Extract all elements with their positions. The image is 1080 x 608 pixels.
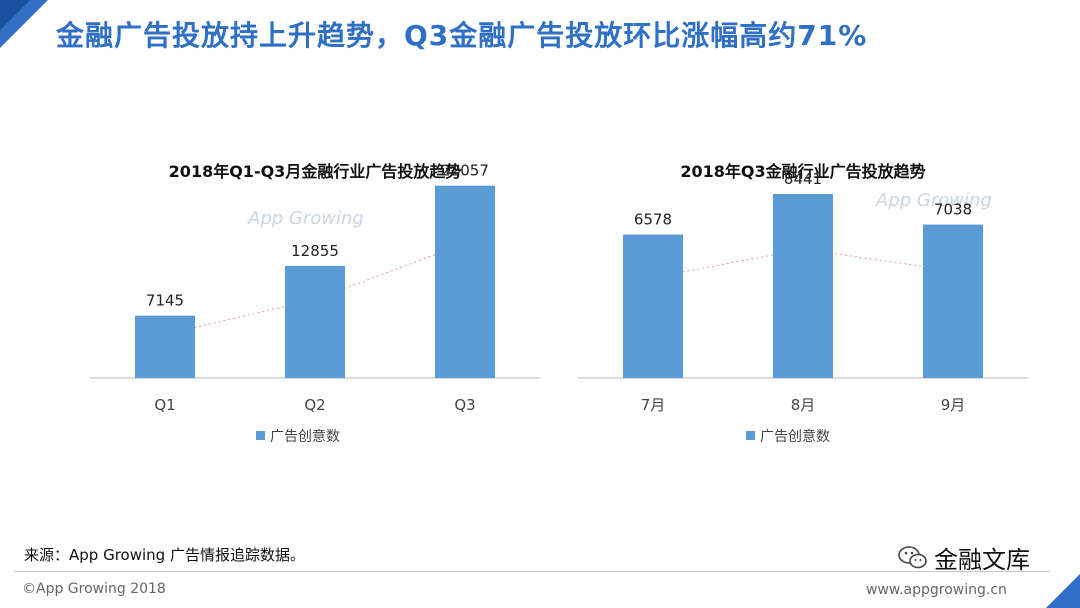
chart-2-trend-line — [652, 248, 954, 279]
wechat-account-name: 金融文库 — [934, 546, 1030, 574]
chart-2-legend-swatch — [746, 431, 755, 440]
chart-2-watermark: App Growing — [875, 190, 992, 211]
corner-decoration-top-left-inner — [0, 0, 30, 30]
chart-1-tick-label: Q2 — [304, 396, 325, 414]
footer-divider — [14, 571, 1050, 572]
page-title: 金融广告投放持上升趋势，Q3金融广告投放环比涨幅高约71% — [56, 19, 868, 52]
chart-1-value-label: 12855 — [291, 242, 339, 260]
chart-2-tick-label: 7月 — [641, 396, 666, 414]
chart-2-title: 2018年Q3金融行业广告投放趋势 — [680, 162, 925, 181]
charts-canvas: App Growing 2018年Q1-Q3月金融行业广告投放趋势 7145 Q1 12… — [90, 162, 1028, 445]
wechat-badge: 金融文库 — [898, 540, 1030, 575]
corner-decoration-bottom-right — [1046, 574, 1080, 608]
chart-2-tick-label: 9月 — [941, 396, 966, 414]
chart-2-bar-7月 — [623, 234, 683, 378]
chart-1-value-label: 22057 — [441, 162, 489, 180]
chart-1-tick-label: Q1 — [154, 396, 175, 414]
chart-2-value-label: 7038 — [934, 201, 972, 219]
chart-2-value-label: 6578 — [634, 211, 672, 229]
chart-1-title: 2018年Q1-Q3月金融行业广告投放趋势 — [169, 162, 462, 181]
chart-1-bar-Q1 — [135, 315, 195, 378]
chart-1-tick-label: Q3 — [454, 396, 475, 414]
source-note: 来源：App Growing 广告情报追踪数据。 — [24, 546, 305, 564]
chart-1-legend-label: 广告创意数 — [270, 428, 340, 445]
chart-2-value-label: 8441 — [784, 170, 822, 188]
copyright-text: ©App Growing 2018 — [22, 581, 166, 597]
wechat-icon — [898, 545, 927, 568]
chart-2-legend-label: 广告创意数 — [760, 428, 830, 445]
chart-1-value-label: 7145 — [146, 292, 184, 310]
site-url-link[interactable]: www.appgrowing.cn — [866, 582, 1007, 598]
chart-1-watermark: App Growing — [247, 208, 364, 229]
chart-1-bar-Q3 — [435, 185, 495, 378]
chart-2-tick-label: 8月 — [791, 396, 816, 414]
chart-1-bar-Q2 — [285, 265, 345, 378]
chart-1-trend-line — [164, 242, 466, 335]
chart-1-legend-swatch — [256, 431, 265, 440]
chart-2-bar-8月 — [773, 193, 833, 378]
chart-2-bar-9月 — [923, 224, 983, 378]
